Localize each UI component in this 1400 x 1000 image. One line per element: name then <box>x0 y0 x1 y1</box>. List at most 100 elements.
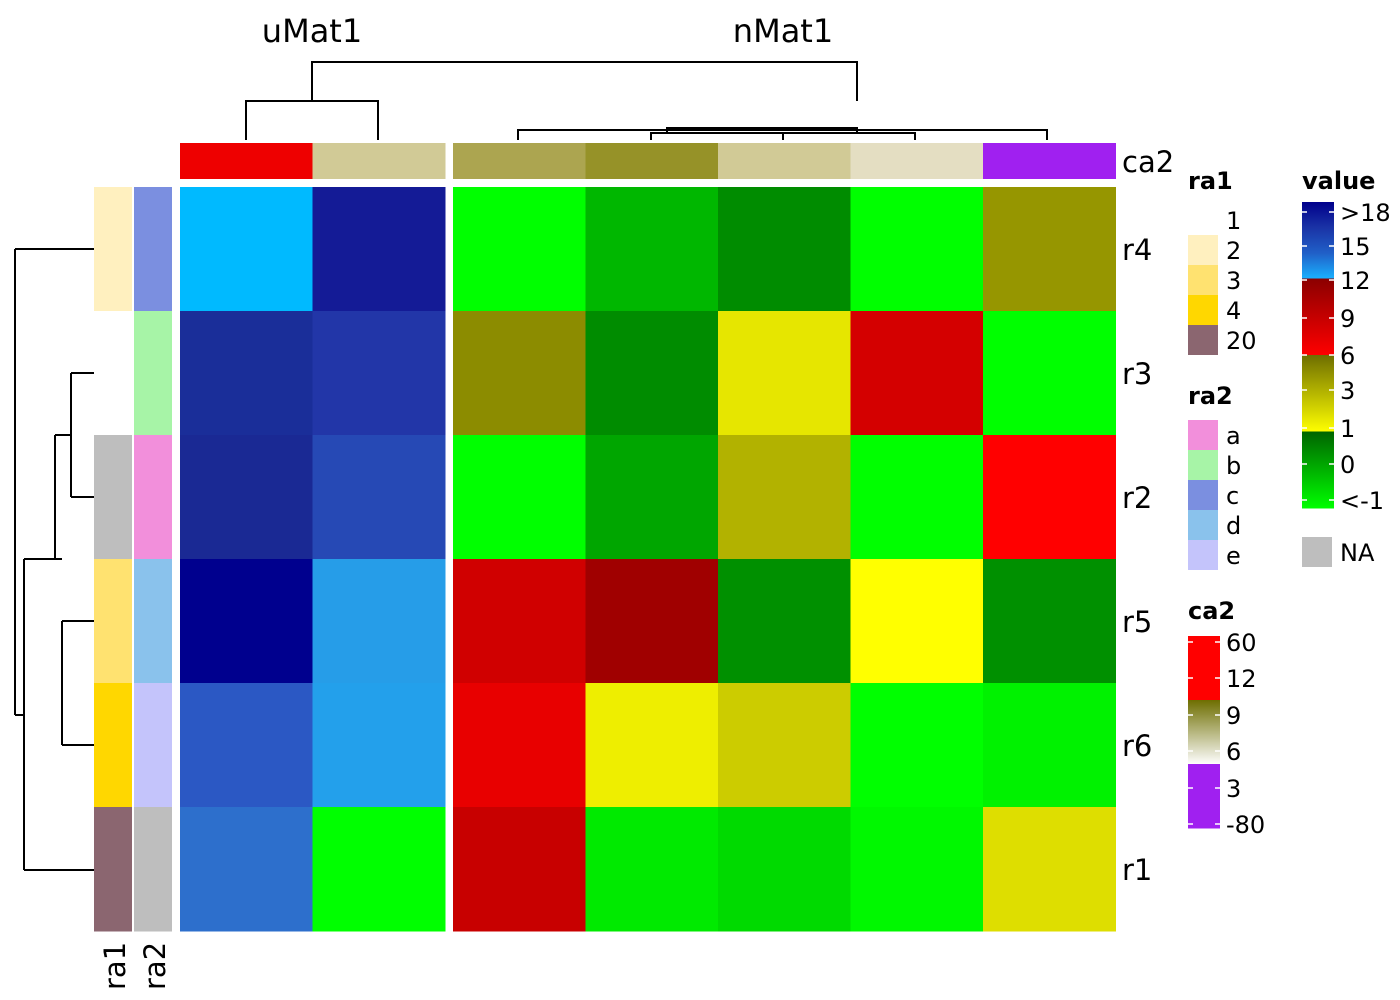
heatmap-cell-r2-c6 <box>850 435 984 560</box>
legend-tick-label: 12 <box>1226 665 1257 693</box>
legend-swatch-e <box>1188 540 1218 570</box>
heatmap-cell-r6-c3 <box>453 683 586 808</box>
heatmap-cell-r1-c5 <box>718 807 851 932</box>
legend-tick-label: 1 <box>1340 415 1355 443</box>
ra1-cell-r6 <box>94 683 132 808</box>
ca2-cell <box>983 143 1116 179</box>
row-label-r2: r2 <box>1122 481 1152 515</box>
row-annotations <box>94 187 172 932</box>
ra1-cell-r5 <box>94 559 132 684</box>
heatmap-cell-r5-c2 <box>312 559 446 684</box>
heatmap-cell-r1-c2 <box>312 807 446 932</box>
ra2-cell-r1 <box>134 807 172 932</box>
row-label-r5: r5 <box>1122 605 1152 639</box>
row-label-r3: r3 <box>1122 357 1152 391</box>
row-dendrogram <box>14 248 94 871</box>
row-label-r1: r1 <box>1122 853 1152 887</box>
heatmap-cell-r1-c3 <box>453 807 586 932</box>
heatmap-cell-r4-c3 <box>453 187 586 312</box>
legend-tick-label: 60 <box>1226 629 1257 657</box>
legend-title: ra1 <box>1188 167 1233 195</box>
legend-label-20: 20 <box>1226 327 1257 355</box>
row-annotation-label-ra1: ra1 <box>98 942 132 990</box>
legend-na: NA <box>1302 537 1375 567</box>
legend-tick-label: 15 <box>1340 233 1371 261</box>
legend-color-segment <box>1302 431 1334 509</box>
column-group-title-umat1: uMat1 <box>262 12 362 50</box>
column-dendrogram <box>245 61 1048 140</box>
heatmap-cell-r2-c5 <box>718 435 851 560</box>
column-annotation-label: ca2 <box>1122 145 1174 179</box>
ra2-cell-r4 <box>134 187 172 312</box>
legend-color-segment <box>1188 764 1220 829</box>
row-label-r6: r6 <box>1122 729 1152 763</box>
row-labels: r4 r3 r2 r5 r6 r1 <box>1122 233 1152 887</box>
heatmap-cell-r6-c5 <box>718 683 851 808</box>
legend-tick-label: <-1 <box>1340 487 1384 515</box>
legend-swatch-4 <box>1188 295 1218 325</box>
heatmap-cell-r2-c3 <box>453 435 586 560</box>
ra1-cell-r1 <box>94 807 132 932</box>
legend-label-c: c <box>1226 482 1239 510</box>
legend-label-4: 4 <box>1226 297 1241 325</box>
heatmap-cell-r5-c3 <box>453 559 586 684</box>
legend-swatch-d <box>1188 510 1218 540</box>
ra2-cell-r2 <box>134 435 172 560</box>
legend-color-segment <box>1302 278 1334 356</box>
legend-swatch-1 <box>1188 205 1218 235</box>
heatmap-body <box>180 187 1116 932</box>
legend-tick-label: -80 <box>1226 811 1265 839</box>
ra2-cell-r3 <box>134 311 172 436</box>
heatmap-cell-r5-c4 <box>585 559 719 684</box>
legend-title: ra2 <box>1188 382 1233 410</box>
legend-value: value >18 15 12 9 6 3 1 0 <-1 <box>1302 167 1391 515</box>
heatmap-cell-r6-c7 <box>983 683 1116 808</box>
ra1-cell-r3 <box>94 311 132 436</box>
legend-color-segment <box>1302 202 1334 279</box>
column-annotation-ca2 <box>180 143 1116 179</box>
legend-label-2: 2 <box>1226 237 1241 265</box>
heatmap-cell-r1-c1 <box>180 807 313 932</box>
heatmap-cell-r6-c4 <box>585 683 719 808</box>
heatmap-cell-r3-c1 <box>180 311 313 436</box>
heatmap-cell-r5-c1 <box>180 559 313 684</box>
heatmap-cell-r2-c4 <box>585 435 719 560</box>
legend-label-1: 1 <box>1226 207 1241 235</box>
legend-tick-label: 9 <box>1226 702 1241 730</box>
legend-label-e: e <box>1226 542 1241 570</box>
heatmap-cell-r4-c7 <box>983 187 1116 312</box>
row-label-r4: r4 <box>1122 233 1152 267</box>
legend-label-a: a <box>1226 422 1241 450</box>
legend-title: value <box>1302 167 1375 195</box>
heatmap-cell-r4-c4 <box>585 187 719 312</box>
ca2-cell <box>718 143 851 179</box>
heatmap-cell-r2-c1 <box>180 435 313 560</box>
ca2-cell <box>312 143 446 179</box>
column-dendrogram-top <box>311 61 858 101</box>
legend-color-segment <box>1302 355 1334 432</box>
legend-tick-label: 6 <box>1340 342 1355 370</box>
heatmap-cell-r6-c6 <box>850 683 984 808</box>
heatmap-cell-r3-c3 <box>453 311 586 436</box>
legend-swatch-b <box>1188 450 1218 480</box>
heatmap-cell-r3-c2 <box>312 311 446 436</box>
heatmap-cell-r4-c5 <box>718 187 851 312</box>
row-annotation-label-ra2: ra2 <box>138 942 172 990</box>
legend-label-3: 3 <box>1226 267 1241 295</box>
heatmap-cell-r2-c7 <box>983 435 1116 560</box>
heatmap-cell-r3-c6 <box>850 311 984 436</box>
heatmap-cell-r3-c7 <box>983 311 1116 436</box>
heatmap-cell-r5-c5 <box>718 559 851 684</box>
legend-tick-label: 12 <box>1340 267 1371 295</box>
legend-color-segment <box>1188 700 1220 765</box>
heatmap-cell-r3-c4 <box>585 311 719 436</box>
heatmap-cell-r1-c6 <box>850 807 984 932</box>
ca2-cell <box>453 143 586 179</box>
ca2-cell <box>180 143 313 179</box>
heatmap-cell-r4-c6 <box>850 187 984 312</box>
legend-label-na: NA <box>1340 539 1375 567</box>
legend-swatch-na <box>1302 537 1332 567</box>
legend-swatch-2 <box>1188 235 1218 265</box>
